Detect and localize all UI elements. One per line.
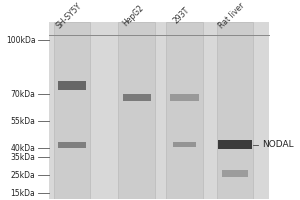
Text: 35kDa: 35kDa (11, 153, 35, 162)
Text: 293T: 293T (171, 6, 191, 26)
Bar (123, 94, 151, 101)
Text: Rat liver: Rat liver (217, 1, 247, 30)
Bar (58, 142, 86, 148)
Bar (217, 22, 254, 199)
Bar (170, 94, 199, 101)
Text: 100kDa: 100kDa (6, 36, 35, 45)
Bar (118, 22, 155, 199)
Bar (173, 142, 196, 147)
Text: NODAL: NODAL (262, 140, 293, 149)
Text: 55kDa: 55kDa (11, 117, 35, 126)
Text: 40kDa: 40kDa (11, 144, 35, 153)
Bar (58, 81, 86, 90)
Bar (223, 170, 248, 177)
Bar (166, 22, 203, 199)
Text: SH-SY5Y: SH-SY5Y (54, 1, 83, 30)
Bar (50, 22, 269, 199)
Text: HepG2: HepG2 (121, 3, 146, 28)
Bar (54, 22, 90, 199)
Text: 25kDa: 25kDa (11, 171, 35, 180)
Text: 15kDa: 15kDa (11, 189, 35, 198)
Text: 70kDa: 70kDa (11, 90, 35, 99)
Bar (218, 140, 252, 149)
